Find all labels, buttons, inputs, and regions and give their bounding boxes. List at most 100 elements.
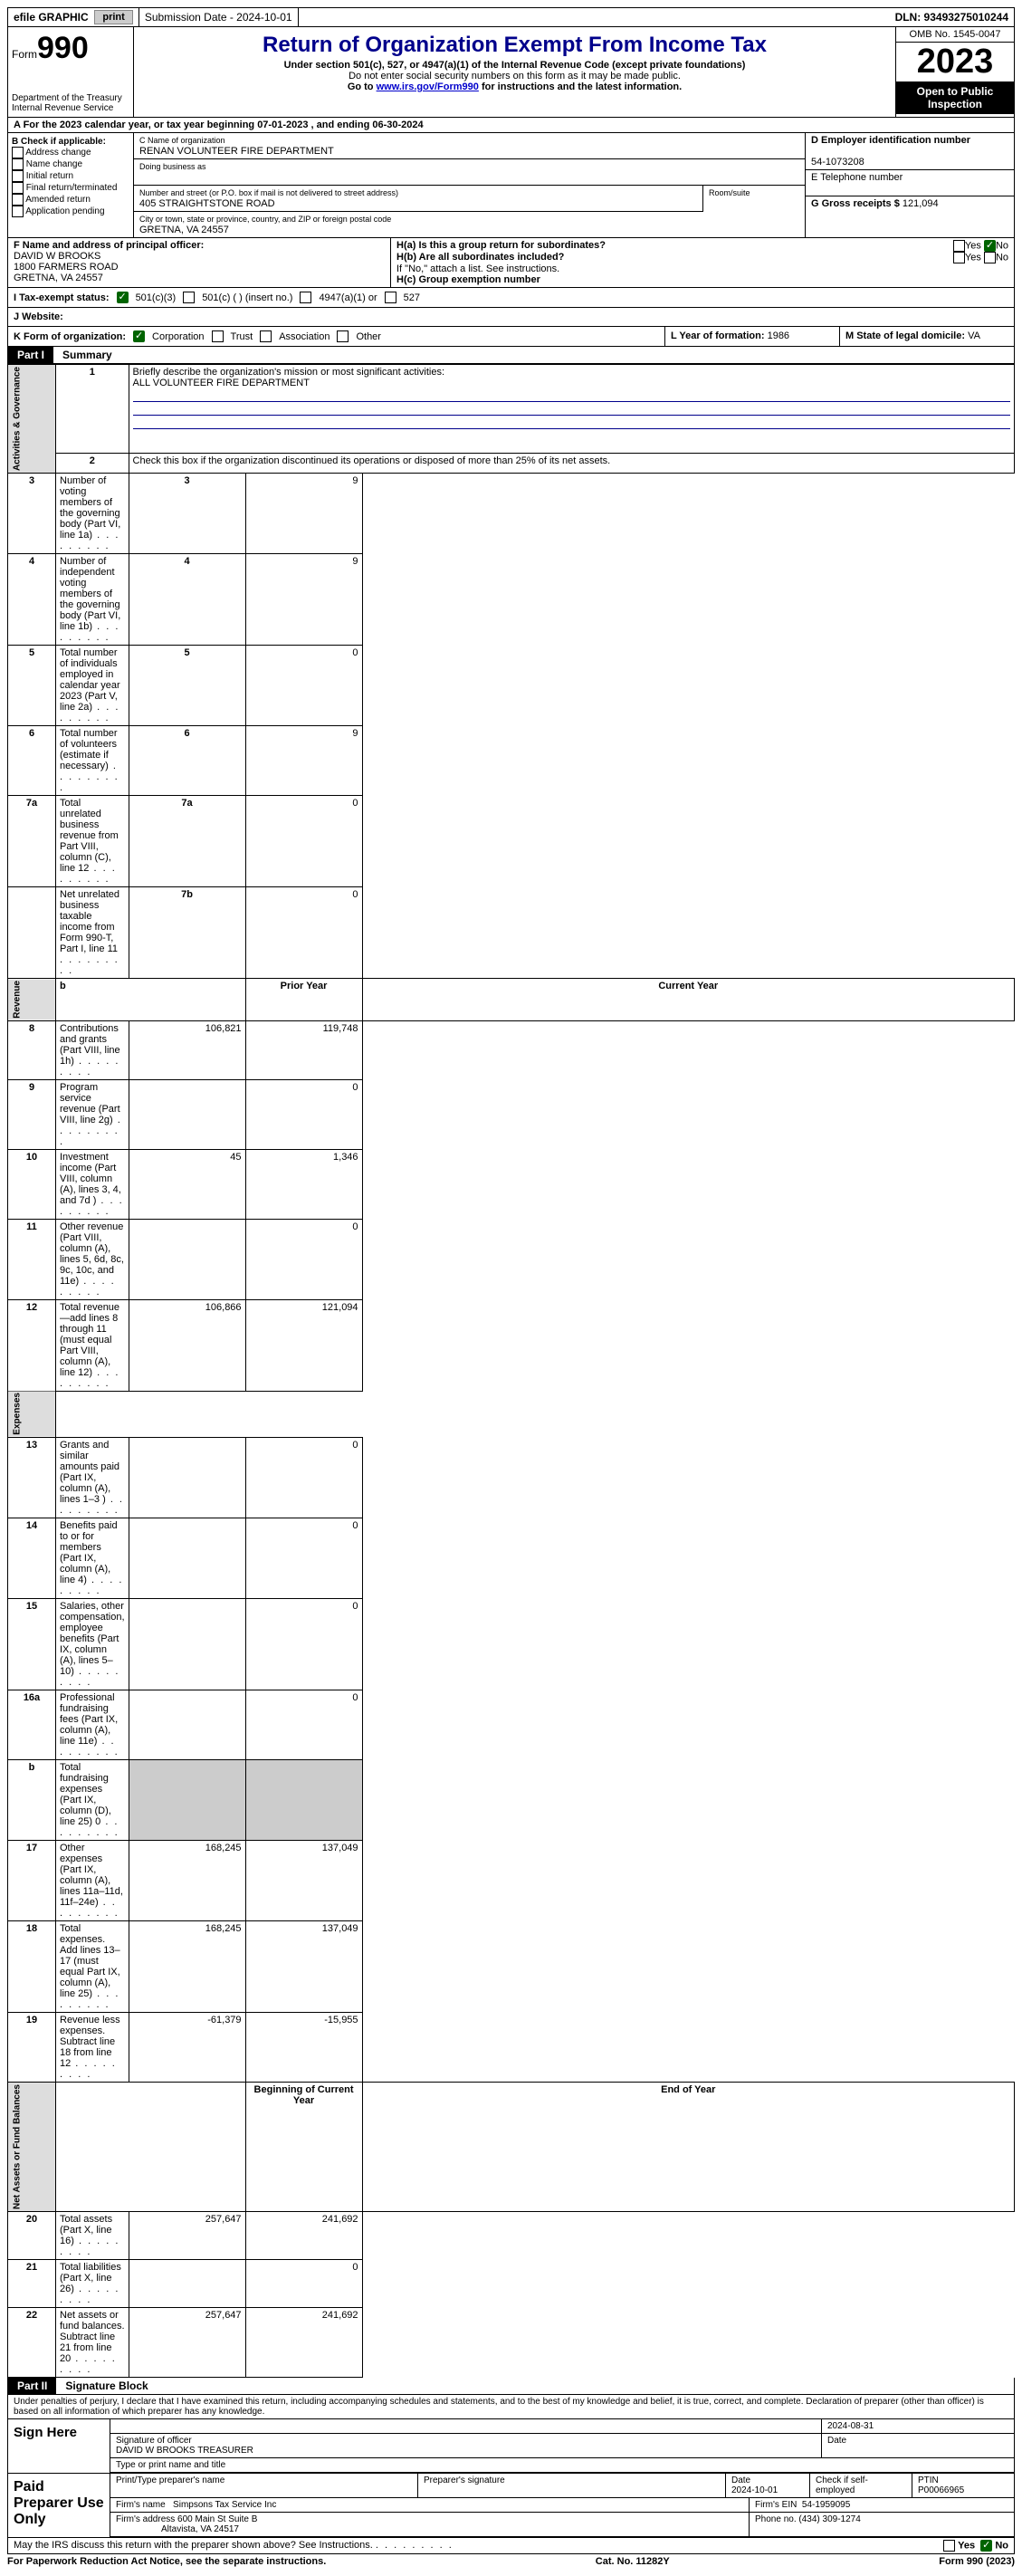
line-14-text: Benefits paid to or for members (Part IX…: [56, 1518, 129, 1599]
ptin: P00066965: [918, 2485, 964, 2495]
firm-name: Simpsons Tax Service Inc: [173, 2500, 276, 2510]
box-b-header: B Check if applicable:: [12, 137, 106, 147]
line-b-prior: [129, 1760, 245, 1841]
checkbox-corp[interactable]: ✓: [133, 330, 145, 342]
org-name: RENAN VOLUNTEER FIRE DEPARTMENT: [139, 146, 334, 157]
print-button[interactable]: print: [94, 10, 132, 24]
checkbox-amended[interactable]: [12, 194, 24, 206]
line-19-text: Revenue less expenses. Subtract line 18 …: [56, 2013, 129, 2083]
line-11-prior: [129, 1219, 245, 1299]
line-10-prior: 45: [129, 1149, 245, 1219]
line-20-current: 241,692: [245, 2212, 362, 2260]
checkbox-address-change[interactable]: [12, 147, 24, 158]
line-5-text: Total number of individuals employed in …: [56, 646, 129, 726]
line-20-text: Total assets (Part X, line 16): [56, 2212, 129, 2260]
line-21-prior: [129, 2260, 245, 2308]
line-b-text: Total fundraising expenses (Part IX, col…: [56, 1760, 129, 1841]
line-22-current: 241,692: [245, 2308, 362, 2378]
line-3-text: Number of voting members of the governin…: [56, 474, 129, 554]
line-15-prior: [129, 1599, 245, 1690]
line-16a-current: 0: [245, 1690, 362, 1760]
checkbox-527[interactable]: [385, 292, 396, 303]
line-a-tax-year: A For the 2023 calendar year, or tax yea…: [7, 118, 1015, 133]
line-17-text: Other expenses (Part IX, column (A), lin…: [56, 1841, 129, 1921]
tax-year: 2023: [896, 43, 1014, 81]
line-7b-value: 0: [245, 887, 362, 979]
efile-label: efile GRAPHIC: [14, 11, 89, 24]
dept-label: Department of the Treasury Internal Reve…: [12, 93, 129, 113]
sign-date: 2024-08-31: [827, 2421, 874, 2431]
checkbox-ha-no[interactable]: ✓: [984, 240, 996, 252]
line-5-value: 0: [245, 646, 362, 726]
form-header: Form990 Department of the Treasury Inter…: [7, 27, 1015, 118]
checkbox-ha-yes[interactable]: [953, 240, 965, 252]
form-subtitle: Under section 501(c), 527, or 4947(a)(1)…: [138, 60, 892, 71]
line-14-current: 0: [245, 1518, 362, 1599]
org-city: GRETNA, VA 24557: [139, 225, 229, 235]
line-19-prior: -61,379: [129, 2013, 245, 2083]
line-22-text: Net assets or fund balances. Subtract li…: [56, 2308, 129, 2378]
checkbox-initial-return[interactable]: [12, 170, 24, 182]
ein-value: 54-1073208: [811, 157, 864, 168]
form-label: Form: [12, 48, 37, 61]
vtab-revenue: Revenue: [8, 979, 56, 1021]
state-domicile: VA: [968, 330, 980, 341]
line-7b-text: Net unrelated business taxable income fr…: [56, 887, 129, 979]
gross-receipts: 121,094: [903, 198, 939, 209]
line-12-text: Total revenue—add lines 8 through 11 (mu…: [56, 1299, 129, 1391]
line-16a-prior: [129, 1690, 245, 1760]
line-14-prior: [129, 1518, 245, 1599]
page-footer: For Paperwork Reduction Act Notice, see …: [7, 2554, 1015, 2569]
open-public-badge: Open to Public Inspection: [896, 81, 1014, 114]
line-i: I Tax-exempt status: ✓ 501(c)(3) 501(c) …: [7, 288, 1015, 308]
line-18-prior: 168,245: [129, 1921, 245, 2013]
sign-here-block: Sign Here 2024-08-31 Signature of office…: [7, 2419, 1015, 2474]
line-13-current: 0: [245, 1438, 362, 1518]
org-street: 405 STRAIGHTSTONE ROAD: [139, 198, 275, 209]
form-number: 990: [37, 31, 89, 65]
line-4-text: Number of independent voting members of …: [56, 554, 129, 646]
line-11-text: Other revenue (Part VIII, column (A), li…: [56, 1219, 129, 1299]
vtab-expenses: Expenses: [8, 1391, 56, 1438]
line-9-text: Program service revenue (Part VIII, line…: [56, 1079, 129, 1149]
checkbox-discuss-yes[interactable]: [943, 2540, 955, 2552]
checkbox-501c3[interactable]: ✓: [117, 292, 129, 303]
checkbox-discuss-no[interactable]: ✓: [980, 2540, 992, 2552]
line-21-text: Total liabilities (Part X, line 26): [56, 2260, 129, 2308]
line-3-value: 9: [245, 474, 362, 554]
submission-date: Submission Date - 2024-10-01: [139, 8, 299, 26]
line-8-prior: 106,821: [129, 1020, 245, 1079]
checkbox-assoc[interactable]: [260, 330, 272, 342]
checkbox-trust[interactable]: [212, 330, 224, 342]
line-17-prior: 168,245: [129, 1841, 245, 1921]
instructions-link[interactable]: www.irs.gov/Form990: [377, 81, 479, 92]
checkbox-hb-yes[interactable]: [953, 252, 965, 263]
checkbox-hb-no[interactable]: [984, 252, 996, 263]
dln: DLN: 93493275010244: [895, 11, 1008, 24]
ssn-warning: Do not enter social security numbers on …: [138, 71, 892, 81]
line-18-current: 137,049: [245, 1921, 362, 2013]
line-19-current: -15,955: [245, 2013, 362, 2083]
line-22-prior: 257,647: [129, 2308, 245, 2378]
firm-ein: 54-1959095: [802, 2500, 850, 2510]
firm-addr: 600 Main St Suite B: [177, 2514, 257, 2524]
paid-preparer-block: Paid Preparer Use Only Print/Type prepar…: [7, 2474, 1015, 2538]
line-17-current: 137,049: [245, 1841, 362, 1921]
line-8-text: Contributions and grants (Part VIII, lin…: [56, 1020, 129, 1079]
vtab-net-assets: Net Assets or Fund Balances: [8, 2083, 56, 2212]
checkbox-other[interactable]: [337, 330, 349, 342]
line-7a-text: Total unrelated business revenue from Pa…: [56, 796, 129, 887]
line-10-current: 1,346: [245, 1149, 362, 1219]
checkbox-4947[interactable]: [300, 292, 311, 303]
checkbox-501c[interactable]: [183, 292, 195, 303]
checkbox-name-change[interactable]: [12, 158, 24, 170]
line-13-prior: [129, 1438, 245, 1518]
form-title: Return of Organization Exempt From Incom…: [138, 33, 892, 58]
line-9-current: 0: [245, 1079, 362, 1149]
checkbox-app-pending[interactable]: [12, 206, 24, 217]
line-8-current: 119,748: [245, 1020, 362, 1079]
checkbox-final-return[interactable]: [12, 182, 24, 194]
line-12-prior: 106,866: [129, 1299, 245, 1391]
firm-phone: (434) 309-1274: [798, 2514, 860, 2524]
part-2-header: Part II Signature Block: [7, 2378, 1015, 2395]
